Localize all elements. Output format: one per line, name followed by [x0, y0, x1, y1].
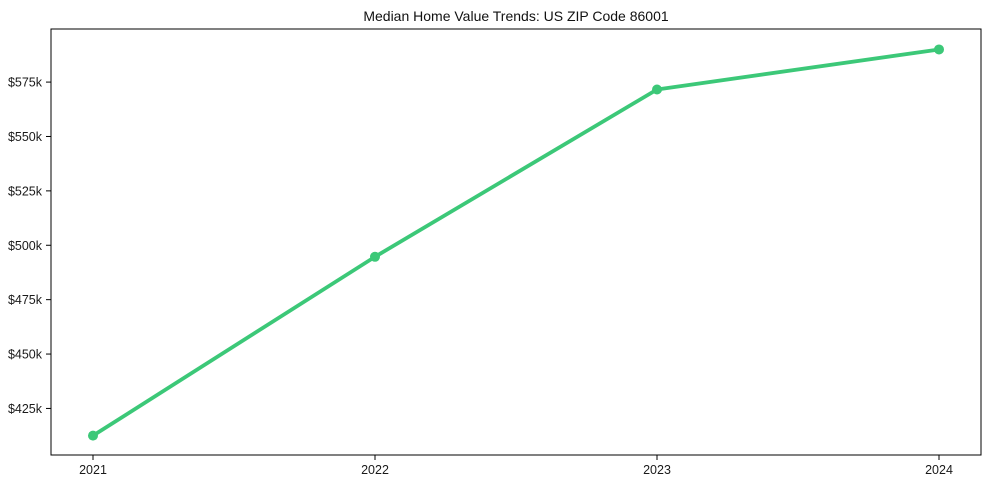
- plot-border: [50, 28, 982, 456]
- series-line: [91, 47, 941, 438]
- x-axis-tick-label: 2021: [79, 463, 107, 477]
- y-axis-tick-label: $575k: [8, 76, 43, 90]
- y-axis-tick-label: $475k: [8, 293, 43, 307]
- y-axis-tick-label: $525k: [8, 184, 43, 198]
- chart-title: Median Home Value Trends: US ZIP Code 86…: [363, 8, 669, 24]
- y-axis-tick-label: $425k: [8, 402, 43, 416]
- x-axis-tick-label: 2024: [925, 463, 953, 477]
- data-point-marker: [370, 251, 380, 262]
- data-point-marker: [934, 44, 944, 55]
- y-axis-tick-label: $550k: [8, 130, 43, 144]
- x-axis-tick-label: 2022: [361, 463, 389, 477]
- x-axis-tick-label: 2023: [643, 463, 671, 477]
- data-point-marker: [652, 84, 662, 95]
- data-point-marker: [88, 430, 98, 441]
- y-axis-tick-label: $450k: [8, 348, 43, 362]
- y-axis-tick-label: $500k: [8, 239, 43, 253]
